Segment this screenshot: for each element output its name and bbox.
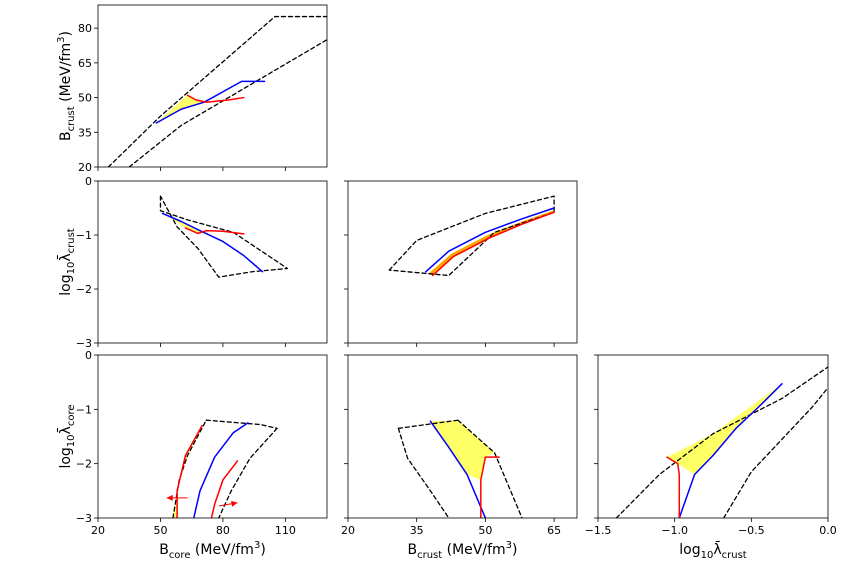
x-tick-label: 110 [275,524,296,537]
plot-area [615,366,828,518]
y-tick-label: 0 [85,175,92,188]
plot-area [388,195,555,277]
yellow-region [162,213,201,234]
dashed-inner-bound [128,39,327,167]
blue-contour [429,420,487,518]
y-tick-label: −1 [76,403,92,416]
dashed-left [172,419,207,518]
red-contour [184,227,245,235]
yellow-region [430,420,495,480]
blue-contour [678,383,783,518]
dashed-boundary [388,195,555,277]
plot-area [166,419,278,518]
y-axis-label: Bcrust (MeV/fm3) [56,31,77,141]
panel-frame [597,354,829,519]
panel-lambdacrust-lambdacore: −1.5 −1.0 −0.5 0.0 log10λ̄crust [585,354,837,561]
red-contour [666,456,681,518]
x-tick-label: 50 [478,524,492,537]
blue-contour [161,212,264,273]
yellow-region [172,425,203,518]
panel-bcrust-lambdacore: 20 35 50 65 Bcrust (MeV/fm3) [341,354,578,561]
panel-bcrust-lambdacrust [344,180,578,347]
red-contour [431,211,555,277]
y-axis-label: log10λ̄crust [56,228,77,296]
x-tick-label: 35 [410,524,424,537]
panel-frame [347,354,578,519]
dashed-boundary [159,195,289,278]
y-tick-label: 35 [78,126,92,139]
y-tick-label: −2 [76,458,92,471]
x-tick-label: 20 [91,524,105,537]
yellow-region [667,383,782,475]
plot-area [397,419,523,518]
blue-contour [425,207,555,273]
x-tick-label: 50 [153,524,167,537]
y-tick-label: −1 [76,229,92,242]
panel-bcore-lambdacore: 20 50 80 110 −3 −2 −1 0 Bcore (MeV/fm3) log10λ̄co… [56,349,328,561]
red-contour [186,94,245,103]
panel-bcore-lambdacrust: −3 −2 −1 0 log10λ̄crust [56,175,328,350]
y-tick-label: 20 [78,161,92,174]
y-tick-label: 0 [85,349,92,362]
x-tick-label: 80 [216,524,230,537]
y-tick-label: −3 [76,512,92,525]
y-tick-label: 80 [78,22,92,35]
red-contour-left [176,424,203,518]
y-tick-label: −3 [76,337,92,350]
x-axis-label: log10λ̄crust [679,540,747,561]
y-tick-label: −2 [76,283,92,296]
panel-frame [97,354,328,519]
x-axis-label: Bcrust (MeV/fm3) [408,540,518,561]
dashed-right [218,427,278,518]
x-tick-label: 65 [547,524,561,537]
x-tick-label: 0.0 [819,524,837,537]
red-contour [480,456,500,518]
right-arrow [218,500,238,507]
y-tick-label: 65 [78,57,92,70]
y-tick-label: 50 [78,92,92,105]
dashed-right [457,419,523,518]
x-tick-label: 20 [341,524,355,537]
x-tick-label: −0.5 [738,524,765,537]
dashed-top [397,419,459,430]
panel-frame [97,180,328,344]
left-arrow [166,494,188,501]
x-axis-label: Bcore (MeV/fm3) [159,540,266,561]
dashed-lower [723,386,828,518]
y-axis-label: log10λ̄core [56,404,77,468]
dashed-top [205,419,278,430]
plot-area [107,15,327,167]
x-tick-label: −1.0 [661,524,688,537]
panel-frame [347,180,578,344]
dashed-left [397,427,450,518]
x-tick-label: −1.5 [585,524,612,537]
dashed-outer-bound [107,15,327,167]
plot-area [159,195,289,278]
blue-contour [193,422,249,518]
red-contour-right [210,460,239,518]
panel-frame [97,4,328,168]
dashed-upper [615,366,828,518]
